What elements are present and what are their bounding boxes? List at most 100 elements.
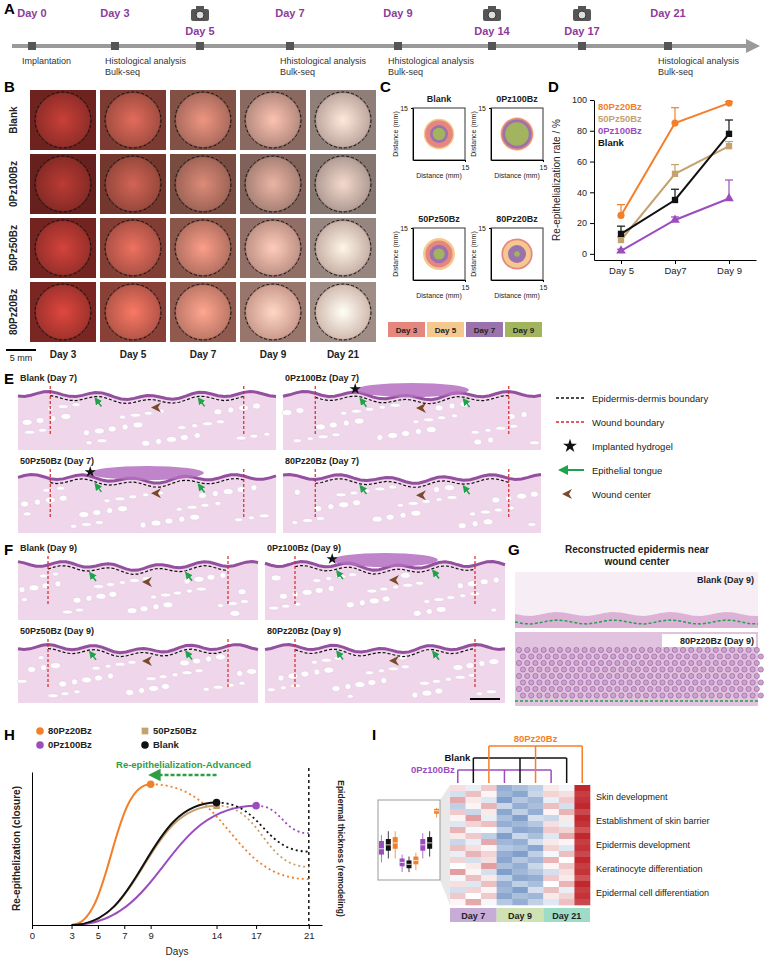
heatmap-cell (512, 851, 528, 857)
heatmap-cell (574, 899, 590, 905)
fat-cell (139, 687, 145, 693)
heatmap-cell (466, 791, 482, 797)
keratinocyte (648, 686, 653, 691)
x-axis: 15 (492, 280, 548, 291)
heatmap-cell (497, 899, 513, 905)
fat-cell (122, 424, 128, 430)
wound-outline (315, 156, 371, 212)
epithelial-tongue (199, 398, 205, 406)
keratinocyte (574, 660, 579, 665)
fat-cell (213, 685, 223, 689)
fat-cell (140, 606, 148, 612)
wound-photo (36, 157, 90, 211)
keratinocyte (721, 673, 726, 678)
fat-cell (71, 524, 77, 528)
heatmap-cell (450, 833, 466, 839)
wound-outline (315, 92, 371, 148)
keratinocyte (684, 693, 689, 698)
camera-icon (191, 6, 209, 21)
fat-cell (239, 681, 245, 685)
keratinocyte (631, 660, 636, 665)
wound-area (514, 251, 520, 257)
fat-cell (198, 493, 206, 499)
heatmap-cell (466, 881, 482, 887)
keratinocyte (660, 693, 665, 698)
keratinocyte (742, 680, 747, 685)
keratinocyte (709, 693, 714, 698)
zoom-connector (440, 785, 450, 905)
keratinocyte (570, 667, 575, 672)
photo-frame (310, 90, 376, 150)
keratinocyte (586, 654, 591, 659)
axis-line (492, 280, 544, 281)
heatmap-cell (481, 899, 497, 905)
heatmap-cell (559, 875, 575, 881)
fat-cell (165, 518, 173, 524)
curve (72, 803, 217, 925)
heatmap-cell (543, 887, 559, 893)
fat-cell (332, 433, 340, 437)
tick-label: 15 (540, 164, 548, 171)
keratinocyte (598, 660, 603, 665)
legend-symbol (556, 397, 584, 399)
epithelial-tongue (186, 573, 192, 581)
dermis (283, 392, 541, 450)
fat-cell (196, 587, 206, 591)
heatmap-cell (528, 857, 544, 863)
fat-cell (41, 664, 47, 670)
tick-label: 15 (462, 164, 470, 171)
keratinocyte (652, 693, 657, 698)
wound-center (142, 577, 152, 587)
fat-cell (81, 522, 91, 526)
keratinocyte (635, 680, 640, 685)
keratinocyte (541, 647, 546, 652)
heatmap-cell (528, 863, 544, 869)
keratinocyte (602, 680, 607, 685)
row-label: Establishment of skin barrier (596, 816, 710, 826)
keratinocyte (643, 654, 648, 659)
tick-label: 40 (577, 188, 587, 198)
keratinocyte (684, 654, 689, 659)
x-axis: 03579141721 (30, 925, 323, 941)
keratinocyte (750, 680, 755, 685)
tick: Day 5 (609, 260, 634, 276)
photo-frame (100, 218, 166, 278)
wound-trace-chart: 0Pz100Bz1515Distance (mm)Distance (mm) (470, 94, 547, 180)
keratinocyte (664, 660, 669, 665)
legend-entry: Epidermis-dermis boundary (592, 393, 708, 404)
fat-cell (120, 415, 126, 419)
wound-photo (36, 221, 90, 275)
keratinocyte (566, 647, 571, 652)
tick-label: 21 (304, 930, 315, 941)
keratinocyte (586, 680, 591, 685)
keratinocyte (582, 686, 587, 691)
fat-cell (166, 436, 176, 442)
keratinocyte (652, 654, 657, 659)
fat-cell (251, 485, 257, 491)
fat-cell (328, 585, 334, 591)
box-median (386, 844, 391, 845)
fat-cell (422, 690, 432, 696)
photo-frame (310, 154, 376, 214)
keratinocyte (561, 680, 566, 685)
wound-boundary (47, 639, 48, 688)
fat-cell (435, 688, 443, 694)
fat-cell (95, 675, 103, 681)
fat-cell (447, 596, 455, 600)
tick-mark (32, 925, 33, 929)
keratinocyte (557, 647, 562, 652)
heatmap-cell (543, 869, 559, 875)
tick: 15 (462, 280, 470, 291)
legend-symbol (141, 741, 149, 749)
panel-letter: H (4, 726, 15, 743)
day9-histology: Blank (Day 9)0Pz100Bz (Day 9)50Pz50Bz (D… (17, 543, 505, 703)
image-title: 80Pz20Bz (Day 7) (285, 456, 359, 466)
heatmap-cell (543, 893, 559, 899)
keratinocyte (750, 693, 755, 698)
wound-area (503, 240, 531, 268)
wound-outline (175, 220, 231, 276)
fat-cell (247, 668, 257, 674)
plot-frame (491, 108, 543, 160)
keratinocyte (754, 673, 759, 678)
keratinocyte (619, 680, 624, 685)
